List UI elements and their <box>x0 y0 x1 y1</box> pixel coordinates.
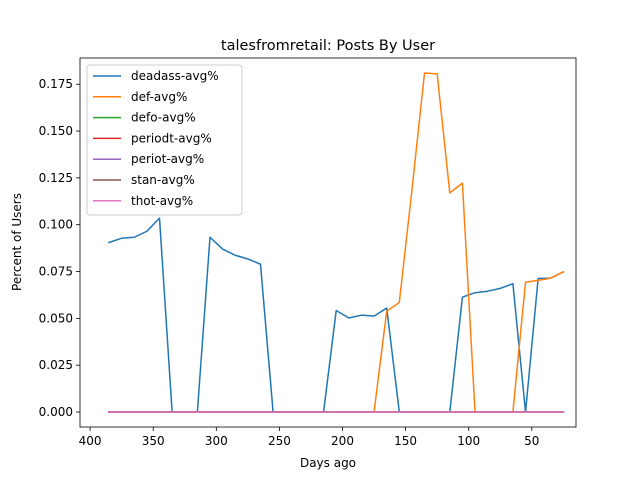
legend-entry-label: defo-avg% <box>131 111 196 125</box>
plot-frame <box>79 57 577 428</box>
legend-entry-label: periot-avg% <box>131 152 204 166</box>
y-tick-label: 0.025 <box>39 358 73 372</box>
y-tick-label: 0.125 <box>39 171 73 185</box>
x-tick-label: 50 <box>524 434 539 448</box>
x-tick-label: 350 <box>142 434 165 448</box>
y-tick-label: 0.050 <box>39 311 73 325</box>
ticks-layer: 400 350 300 250 200 150 100 50 0.000 0.025 0.050 0.… <box>39 77 540 448</box>
legend: deadass-avg% def-avg% defo-avg% periodt-avg… <box>86 64 243 216</box>
y-axis-label: Percent of Users <box>10 193 24 291</box>
legend-items: deadass-avg% def-avg% defo-avg% periodt-avg… <box>93 69 219 208</box>
legend-entry-label: thot-avg% <box>131 194 193 208</box>
series-layer <box>108 72 565 413</box>
x-tick-label: 400 <box>79 434 102 448</box>
x-tick-label: 100 <box>457 434 480 448</box>
y-tick-label: 0.150 <box>39 124 73 138</box>
y-tick-label: 0.000 <box>39 405 73 419</box>
x-tick-label: 150 <box>394 434 417 448</box>
legend-entry-label: def-avg% <box>131 90 187 104</box>
y-tick-label: 0.175 <box>39 77 73 91</box>
y-tick-label: 0.075 <box>39 265 73 279</box>
legend-box <box>86 64 243 216</box>
x-axis-label: Days ago <box>300 456 356 470</box>
chart-title: talesfromretail: Posts By User <box>221 38 435 54</box>
x-tick-label: 250 <box>268 434 291 448</box>
y-tick-label: 0.100 <box>39 218 73 232</box>
x-tick-label: 200 <box>331 434 354 448</box>
legend-entry-label: deadass-avg% <box>131 69 219 83</box>
legend-entry-label: stan-avg% <box>131 173 195 187</box>
x-tick-label: 300 <box>205 434 228 448</box>
legend-entry-label: periodt-avg% <box>131 131 212 145</box>
